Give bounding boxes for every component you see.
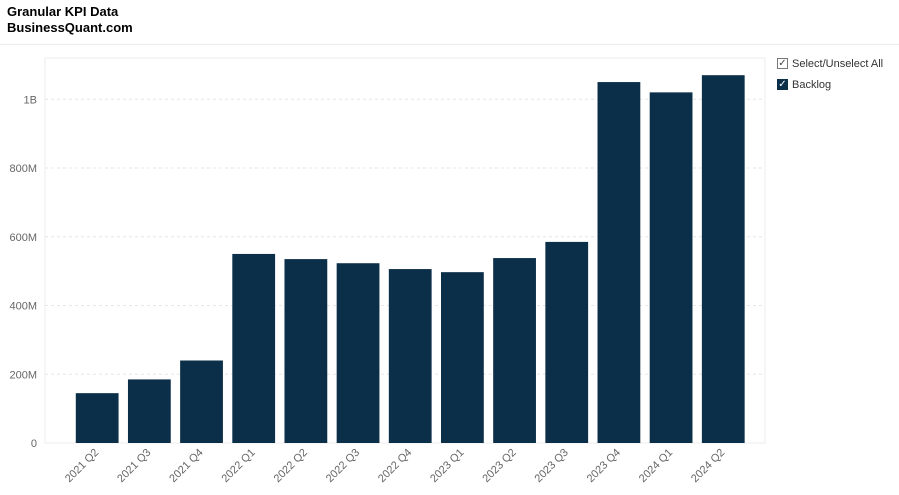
bar[interactable] [597,82,641,443]
bar[interactable] [232,253,276,443]
dashboard-header: Granular KPI Data BusinessQuant.com [0,0,899,45]
x-tick-label: 2022 Q3 [324,447,362,485]
legend-item-backlog[interactable]: ✓ Backlog [777,74,883,95]
x-tick-label: 2023 Q4 [585,447,623,485]
y-tick-label: 800M [9,163,37,175]
bar[interactable] [493,258,536,443]
x-tick-label: 2023 Q1 [428,447,466,485]
bar[interactable] [180,360,223,444]
backlog-label: Backlog [792,78,832,91]
select-all-label: Select/Unselect All [792,57,884,70]
x-tick-label: 2022 Q2 [272,447,310,485]
bar[interactable] [75,393,119,443]
y-tick-label: 400M [9,301,37,313]
x-tick-label: 2021 Q4 [167,447,205,485]
x-tick-label: 2023 Q3 [533,447,571,485]
dashboard-title: Granular KPI Data [7,4,119,19]
bar[interactable] [545,241,589,443]
x-tick-label: 2022 Q1 [219,447,257,485]
bar[interactable] [701,75,745,443]
select-all-toggle[interactable]: ✓ Select/Unselect All [777,53,883,74]
x-tick-label: 2021 Q2 [63,447,101,485]
y-tick-label: 0 [31,438,37,450]
x-tick-label: 2024 Q2 [689,447,727,485]
bar[interactable] [127,379,171,443]
y-tick-label: 1B [24,94,37,106]
y-tick-label: 200M [9,369,37,381]
bar[interactable] [336,263,380,443]
x-tick-label: 2024 Q1 [637,447,675,485]
select-all-checkbox[interactable]: ✓ [777,57,788,69]
x-tick-label: 2022 Q4 [376,447,414,485]
bar[interactable] [441,272,484,443]
dashboard-subtitle: BusinessQuant.com [7,20,133,35]
backlog-bar-chart: 0 200M 400M 600M 800M 1B 2021 Q2 2021 Q3 2021 Q4… [9,57,766,485]
legend: ✓ Select/Unselect All ✓ Backlog [777,53,883,95]
bar[interactable] [388,269,432,443]
x-tick-label: 2021 Q3 [115,447,153,485]
bar[interactable] [284,259,328,443]
bar[interactable] [649,92,693,443]
y-tick-label: 600M [9,232,37,244]
backlog-checkbox[interactable]: ✓ [777,78,788,90]
x-tick-label: 2023 Q2 [480,447,518,485]
